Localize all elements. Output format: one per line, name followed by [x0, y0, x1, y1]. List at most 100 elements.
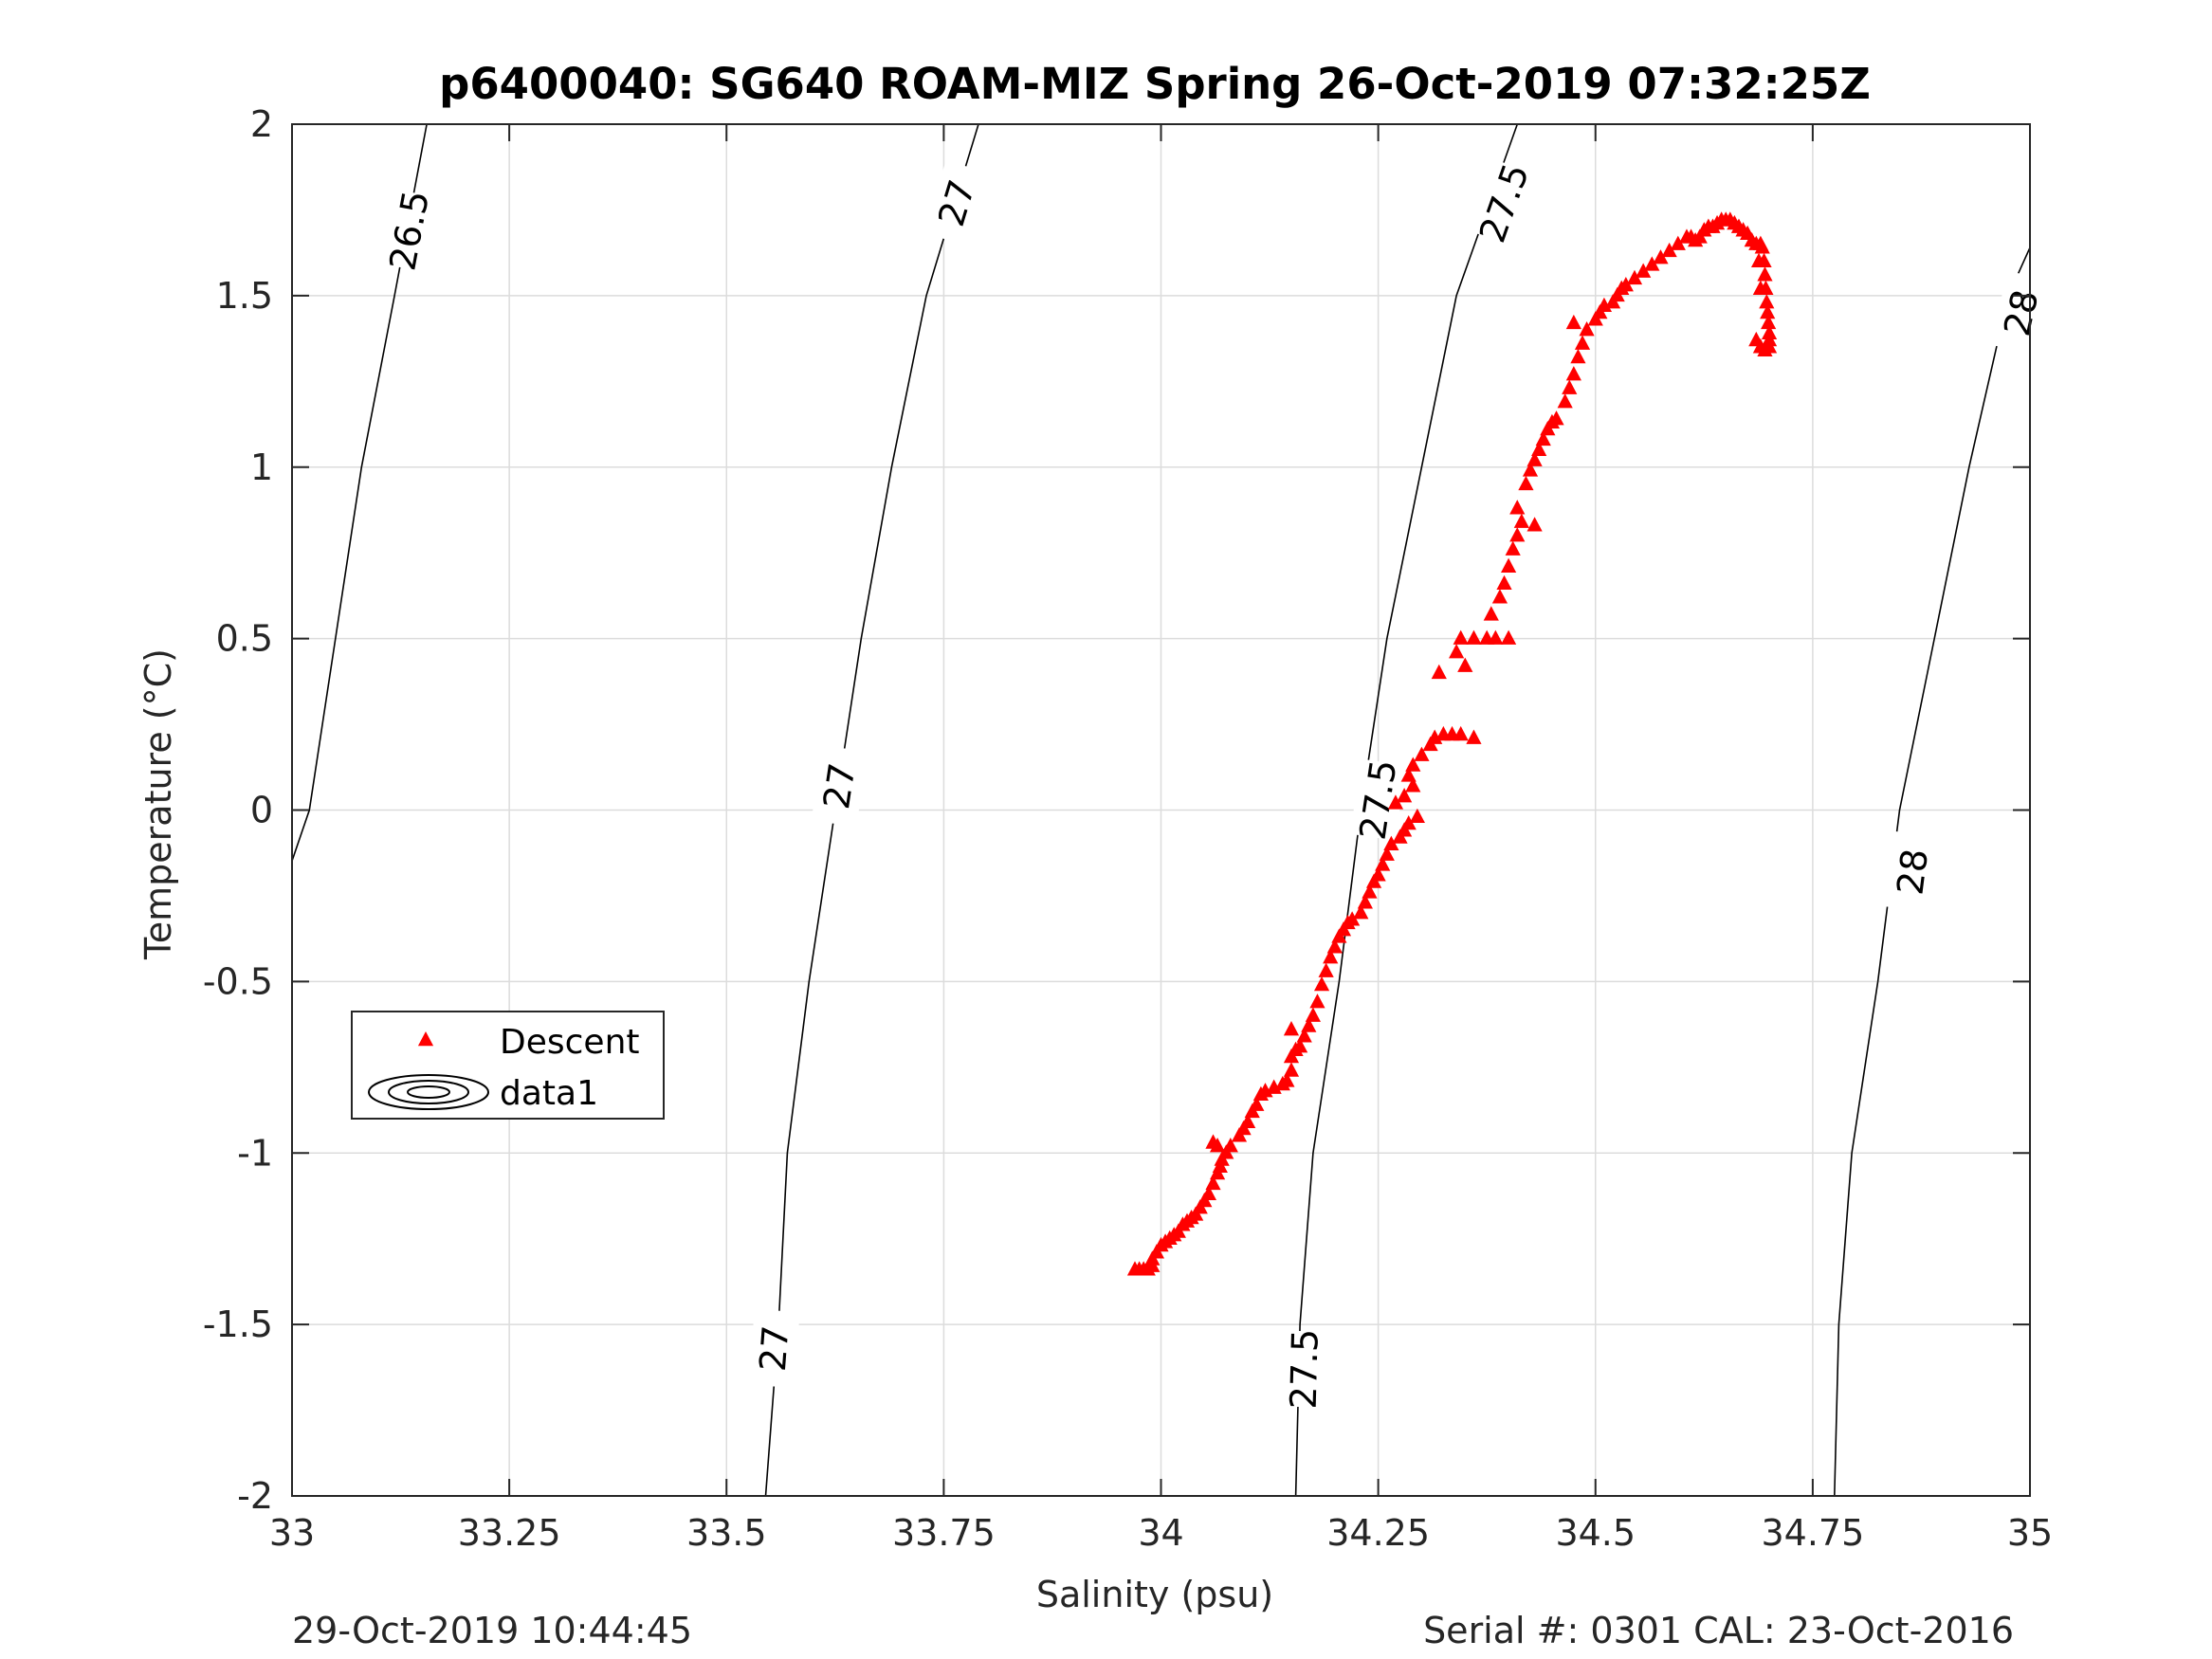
descent-point: [1579, 321, 1595, 337]
descent-point: [1405, 777, 1421, 793]
descent-point: [1357, 894, 1373, 909]
legend-label-descent: Descent: [500, 1023, 640, 1062]
descent-point: [1761, 314, 1777, 330]
descent-point: [1414, 746, 1430, 761]
contour-label-bg: [1990, 270, 2053, 356]
descent-point: [1509, 527, 1526, 542]
contour-label: 27: [752, 1324, 797, 1374]
descent-point: [1353, 904, 1369, 920]
descent-point: [1466, 729, 1482, 744]
descent-point: [1449, 644, 1465, 659]
y-tick-label: 0.5: [216, 618, 273, 660]
descent-point: [1383, 835, 1399, 850]
x-tick-label: 34.25: [1326, 1512, 1430, 1554]
descent-point: [1283, 1021, 1300, 1036]
x-tick-label: 33.25: [458, 1512, 561, 1554]
contour-label-bg: [1349, 758, 1407, 841]
descent-point: [1526, 451, 1543, 466]
descent-point: [1522, 462, 1539, 477]
descent-point: [1362, 884, 1378, 899]
descent-point: [1750, 252, 1767, 267]
y-tick-labels: -2 -1.5 -1 -0.5 0 0.5 1 1.5 2: [203, 103, 273, 1517]
contour-label-bg: [1470, 159, 1539, 246]
descent-point: [1249, 1096, 1265, 1111]
descent-series: [1126, 211, 1778, 1276]
descent-point: [1501, 629, 1517, 645]
y-tick-label: -0.5: [203, 960, 273, 1002]
y-tick-label: -1.5: [203, 1304, 273, 1345]
descent-point: [1323, 949, 1339, 964]
descent-point: [1240, 1113, 1256, 1128]
descent-point: [1200, 1185, 1217, 1200]
descent-point: [1518, 475, 1534, 491]
descent-point: [1453, 725, 1469, 741]
descent-point: [1526, 517, 1543, 532]
grid: [291, 123, 2031, 1497]
descent-point: [1466, 629, 1482, 645]
descent-point: [1400, 814, 1417, 830]
y-tick-label: -1: [237, 1132, 273, 1174]
x-axis-label: Salinity (psu): [1036, 1574, 1273, 1615]
descent-point: [1626, 269, 1643, 285]
descent-point: [1292, 1038, 1308, 1053]
chart-title: p6400040: SG640 ROAM-MIZ Spring 26-Oct-2…: [439, 59, 1871, 109]
descent-point: [1313, 975, 1330, 992]
descent-point: [1400, 767, 1417, 782]
x-tick-label: 35: [2007, 1512, 2053, 1554]
descent-point: [1748, 331, 1764, 347]
descent-point: [1548, 410, 1564, 426]
x-tick-label: 33: [269, 1512, 315, 1554]
descent-point: [1531, 441, 1547, 456]
descent-point: [1279, 1072, 1295, 1087]
descent-point: [1752, 280, 1768, 295]
legend: Descent data1: [351, 1011, 665, 1120]
descent-point: [1205, 1175, 1221, 1191]
x-tick-label: 33.75: [892, 1512, 996, 1554]
contour-label: 28: [1889, 847, 1936, 897]
descent-point: [1496, 574, 1512, 591]
descent-point: [1397, 788, 1413, 803]
descent-point: [1370, 866, 1386, 882]
descent-point: [1501, 557, 1517, 573]
x-tick-label: 33.5: [686, 1512, 767, 1554]
descent-point: [1760, 303, 1776, 319]
descent-point: [1557, 393, 1573, 409]
descent-point: [1509, 500, 1526, 515]
descent-point: [1283, 1062, 1300, 1077]
descent-point: [1759, 294, 1775, 309]
descent-point: [1562, 379, 1578, 394]
descent-point: [1326, 939, 1343, 954]
y-tick-label: -2: [237, 1475, 273, 1517]
descent-point: [1309, 994, 1325, 1009]
legend-label-data1: data1: [500, 1074, 598, 1113]
tick-marks: [291, 123, 2031, 1497]
footer-timestamp: 29-Oct-2019 10:44:45: [292, 1610, 692, 1651]
contour-label-bg: [1280, 1330, 1328, 1408]
y-tick-label: 2: [250, 103, 273, 145]
descent-point: [1457, 657, 1473, 672]
descent-point: [1505, 540, 1521, 556]
descent-point: [1535, 430, 1551, 447]
contour-label-bg: [811, 745, 868, 828]
descent-point: [1488, 629, 1504, 645]
descent-point: [1318, 962, 1334, 977]
y-axis-label: Temperature (°C): [137, 648, 179, 960]
descent-point: [1222, 1138, 1238, 1153]
contour-label-bg: [1885, 830, 1941, 913]
descent-point: [1670, 235, 1686, 250]
descent-point: [1301, 1017, 1317, 1032]
descent-point: [1405, 757, 1421, 772]
descent-point: [1305, 1007, 1321, 1022]
descent-point: [1205, 1134, 1221, 1149]
x-tick-label: 34: [1138, 1512, 1183, 1554]
descent-point: [1570, 348, 1586, 364]
contour-label-bg: [923, 159, 990, 246]
descent-point: [1661, 242, 1677, 258]
descent-point: [1409, 808, 1425, 824]
descent-point: [1375, 856, 1391, 871]
contour-label: 27: [815, 760, 864, 811]
legend-contour-icon: [368, 1074, 489, 1110]
descent-point: [1431, 664, 1447, 680]
legend-descent-marker: [417, 1031, 434, 1047]
